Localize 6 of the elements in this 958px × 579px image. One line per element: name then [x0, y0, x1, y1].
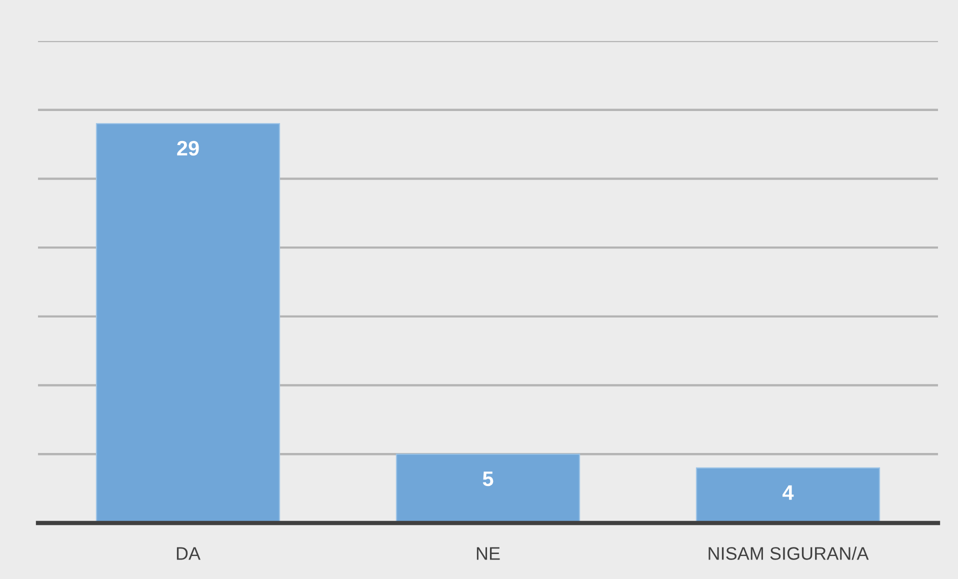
- x-tick-label: NISAM SIGURAN/A: [708, 546, 869, 560]
- x-tick-label: NE: [476, 547, 500, 560]
- data-label: 5: [482, 472, 494, 486]
- x-tick-label: DA: [176, 547, 201, 560]
- data-label: 4: [782, 485, 794, 500]
- data-label: 29: [177, 140, 199, 156]
